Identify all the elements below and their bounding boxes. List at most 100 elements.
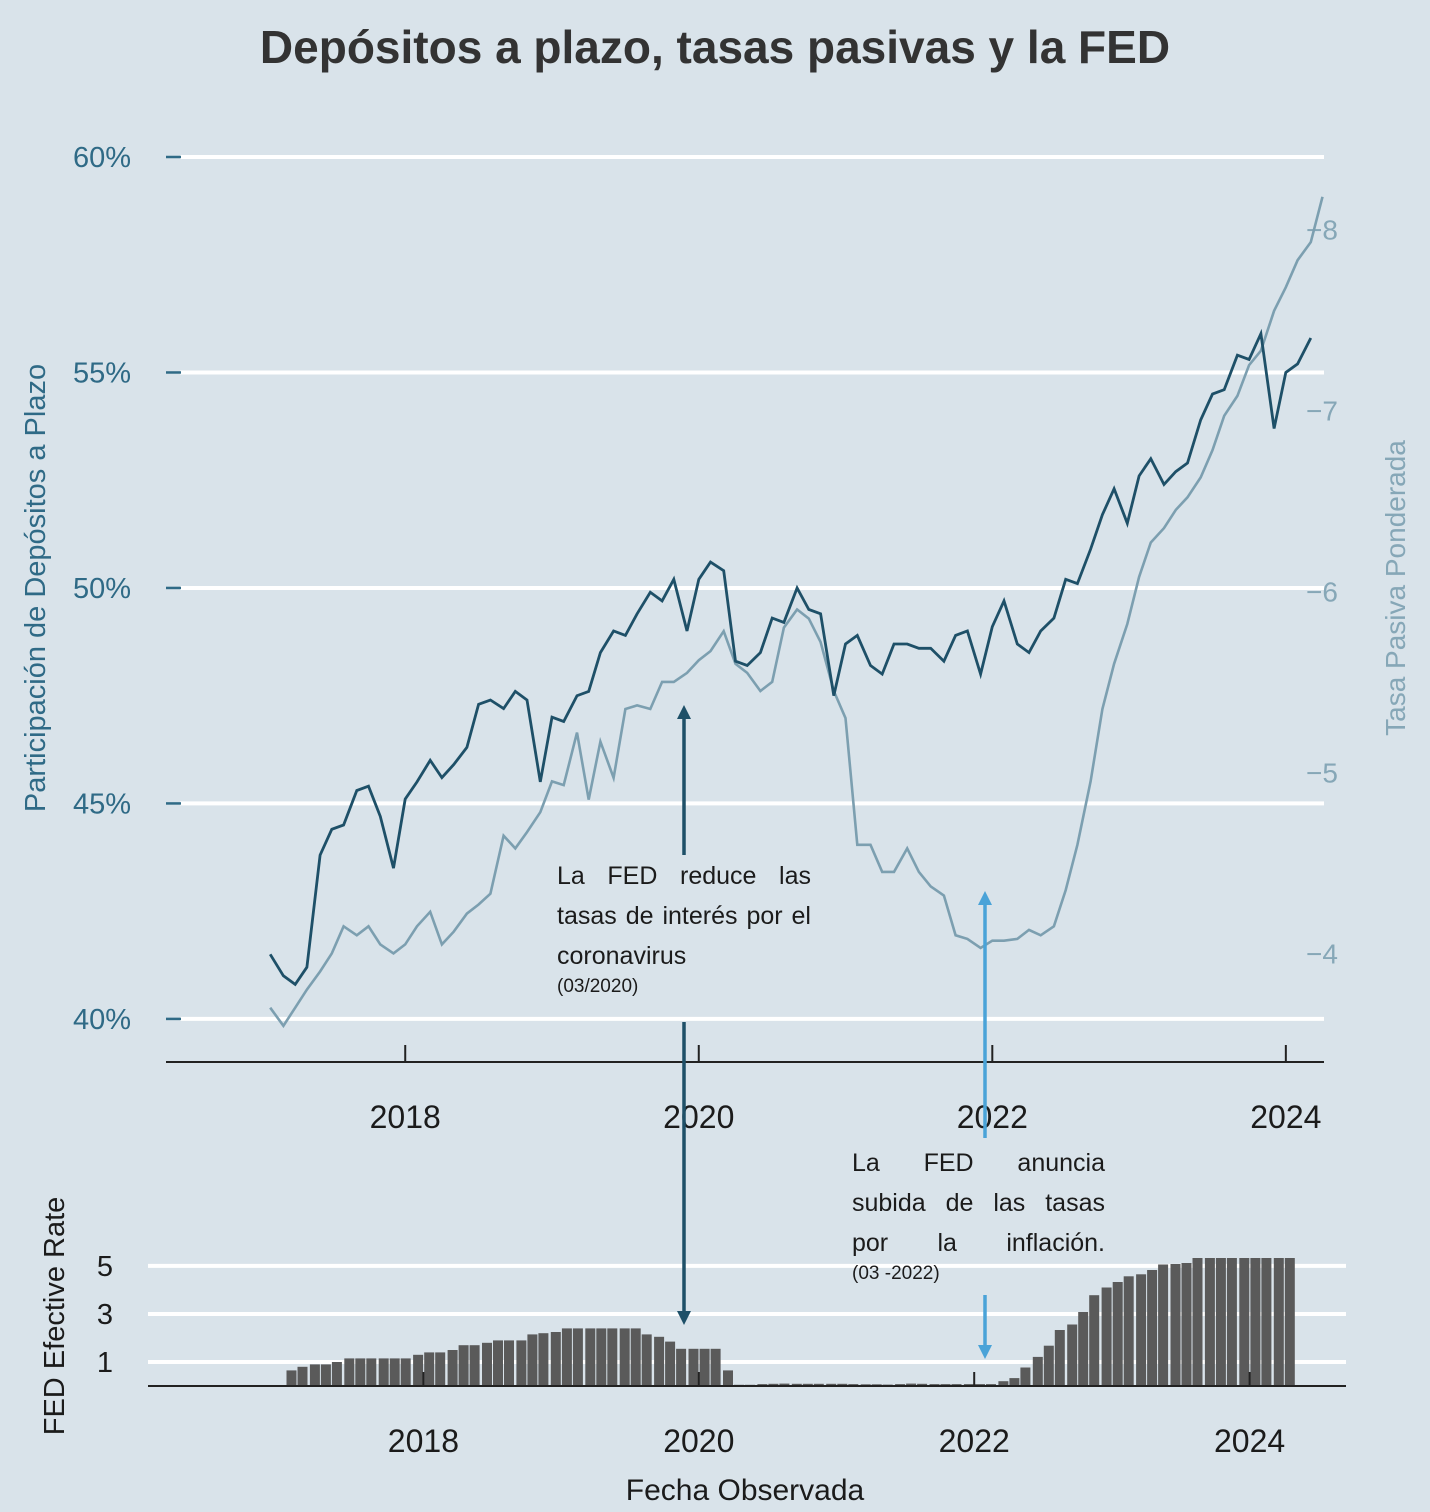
- fed-rate-bar: [1009, 1378, 1020, 1386]
- bottom-x-tick-label: 2018: [388, 1423, 459, 1459]
- y2-tick-label: −7: [1306, 395, 1338, 426]
- bottom-y-tick-label: 1: [97, 1347, 113, 1379]
- fed-rate-bar: [1261, 1258, 1272, 1386]
- fed-rate-bar: [791, 1383, 802, 1386]
- fed-rate-bar: [1204, 1258, 1215, 1386]
- fed-rate-bar: [654, 1336, 665, 1386]
- fed-rate-bar: [1273, 1258, 1284, 1386]
- fed-rate-bar: [1226, 1258, 1237, 1386]
- fed-rate-bar: [665, 1341, 676, 1386]
- fed-rate-bar: [366, 1358, 377, 1386]
- x-tick-label: 2022: [957, 1099, 1028, 1135]
- fed-rate-bar: [802, 1383, 813, 1386]
- y2-tick-label: −6: [1306, 576, 1338, 607]
- fed-rate-bar: [917, 1383, 928, 1386]
- y2-tick-label: −5: [1306, 757, 1338, 788]
- fed-rate-bar: [585, 1328, 596, 1386]
- fed-rate-bar: [1020, 1367, 1031, 1386]
- fed-rate-bar: [1284, 1258, 1295, 1386]
- fed-rate-bar: [1078, 1312, 1089, 1386]
- tasa-pasiva-line: [269, 196, 1324, 1029]
- fed-rate-bar: [286, 1370, 297, 1386]
- fed-rate-bar: [309, 1364, 320, 1386]
- fed-rate-bar: [826, 1383, 837, 1386]
- fed-rate-bar: [447, 1350, 458, 1386]
- fed-rate-bar: [1032, 1356, 1043, 1386]
- x-tick-label: 2020: [663, 1099, 734, 1135]
- fed-rate-bars: [286, 1258, 1295, 1386]
- annotation-covid-date: (03/2020): [557, 976, 639, 997]
- fed-rate-bar: [469, 1345, 480, 1386]
- bottom-x-tick-label: 2022: [939, 1423, 1010, 1459]
- fed-rate-bar: [607, 1328, 618, 1386]
- fed-rate-bar: [1101, 1287, 1112, 1386]
- y-tick-label: 50%: [73, 573, 131, 605]
- fed-rate-bar: [331, 1362, 342, 1386]
- bottom-y-axis-ticks: 1 3 5: [97, 1251, 113, 1379]
- x-axis-label: Fecha Observada: [626, 1474, 865, 1507]
- bottom-x-tick-label: 2024: [1214, 1423, 1285, 1459]
- bottom-x-tick-label: 2020: [663, 1423, 734, 1459]
- annotation-inflation-date: (03 -2022): [852, 1263, 940, 1284]
- fed-rate-bar: [516, 1340, 527, 1386]
- fed-rate-bar: [435, 1352, 446, 1386]
- fed-rate-bar: [1215, 1258, 1226, 1386]
- fed-rate-bar: [1181, 1263, 1192, 1386]
- fed-rate-bar: [906, 1383, 917, 1386]
- fed-rate-bar: [1147, 1270, 1158, 1386]
- y-axis-label: Participación de Depósitos a Plazo: [20, 364, 52, 812]
- top-gridlines: [180, 155, 1324, 1021]
- fed-rate-bar: [699, 1348, 710, 1386]
- fed-rate-bar: [1170, 1264, 1181, 1386]
- fed-rate-bar: [400, 1358, 411, 1386]
- fed-rate-bar: [320, 1364, 331, 1386]
- fed-rate-bar: [413, 1354, 424, 1386]
- fed-rate-bar: [619, 1328, 630, 1386]
- fed-rate-bar: [527, 1334, 538, 1386]
- fed-rate-bar: [538, 1333, 549, 1386]
- fed-rate-bar: [1239, 1258, 1250, 1386]
- fed-rate-bar: [688, 1348, 699, 1386]
- annotation-inflation-text: La FED anuncia subida de las tasas por l…: [852, 1149, 1105, 1257]
- fed-rate-bar: [710, 1348, 721, 1386]
- fed-rate-bar: [1067, 1324, 1078, 1386]
- fed-rate-bar: [1123, 1276, 1134, 1386]
- fed-rate-bar: [344, 1358, 355, 1386]
- bottom-y-tick-label: 3: [97, 1299, 113, 1331]
- top-y2-axis-ticks: −4−5−6−7−8: [1306, 214, 1338, 969]
- fed-rate-bar: [561, 1328, 572, 1386]
- fed-rate-bar: [837, 1383, 848, 1386]
- fed-rate-bar: [779, 1383, 790, 1386]
- fed-rate-bar: [482, 1342, 492, 1386]
- fed-rate-bar: [1043, 1345, 1054, 1386]
- fed-rate-axis-label: FED Efective Rate: [39, 1197, 71, 1436]
- fed-rate-bar: [998, 1381, 1009, 1386]
- fed-rate-bar: [1158, 1264, 1169, 1386]
- annotation-covid-text: La FED reduce las tasas de interés por e…: [557, 862, 811, 970]
- bottom-x-axis-ticks: 2018 2020 2022 2024: [388, 1372, 1285, 1459]
- participacion-line: [269, 328, 1313, 987]
- fed-rate-bar: [676, 1348, 687, 1386]
- chart-title: Depósitos a plazo, tasas pasivas y la FE…: [260, 21, 1170, 73]
- fed-rate-bar: [424, 1352, 435, 1386]
- y-tick-label: 40%: [73, 1004, 131, 1036]
- fed-rate-bar: [550, 1332, 561, 1386]
- fed-rate-bar: [493, 1340, 503, 1386]
- fed-rate-bar: [768, 1383, 779, 1386]
- y-tick-label: 45%: [73, 788, 131, 820]
- fed-rate-bar: [813, 1383, 824, 1386]
- fed-rate-bar: [297, 1366, 308, 1386]
- fed-rate-bar: [378, 1358, 389, 1386]
- top-x-axis-ticks: 2018 2020 2022 2024: [370, 1045, 1321, 1135]
- top-y-axis-ticks: 40% 45% 50% 55% 60%: [73, 142, 181, 1036]
- fed-rate-bar: [1054, 1330, 1065, 1386]
- y-tick-label: 55%: [73, 357, 131, 389]
- bottom-y-tick-label: 5: [97, 1251, 113, 1283]
- fed-rate-bar: [641, 1334, 652, 1386]
- annotation-covid: La FED reduce las tasas de interés por e…: [557, 856, 811, 998]
- fed-rate-bar: [596, 1328, 607, 1386]
- fed-rate-bar: [355, 1358, 366, 1386]
- fed-rate-bar: [1250, 1258, 1261, 1386]
- x-tick-label: 2018: [370, 1099, 441, 1135]
- y2-axis-label: Tasa Pasiva Ponderada: [1380, 440, 1411, 736]
